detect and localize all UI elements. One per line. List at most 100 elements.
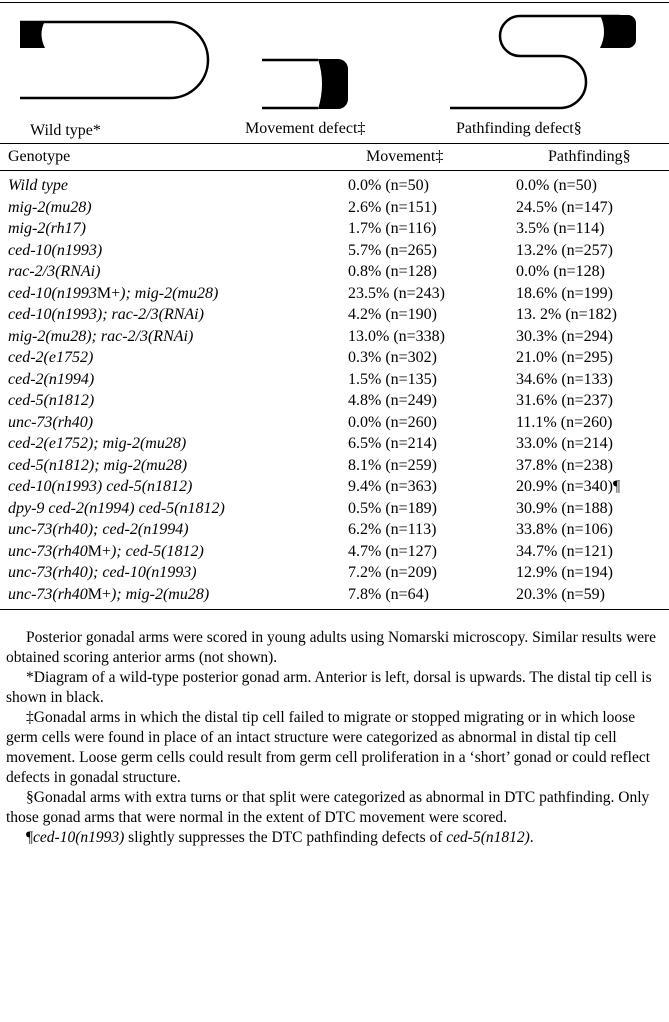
genotype: ced-2(e1752) [8, 349, 93, 367]
genotype: ced-10(n1993) [8, 242, 102, 260]
table-row: ced-2(e1752); mig-2(mu28) 6.5% (n=214) 33.… [0, 435, 669, 456]
footnotes: Posterior gonadal arms were scored in yo… [6, 628, 664, 848]
movement-value: 6.5% (n=214) [348, 435, 438, 452]
footnote: Posterior gonadal arms were scored in yo… [6, 628, 664, 668]
pathfinding-value: 33.0% (n=214) [516, 435, 614, 452]
genotype-part: M+ [87, 585, 111, 603]
table-row: unc-73(rh40M+); ced-5(1812) 4.7% (n=127) 3… [0, 543, 669, 564]
genotype: unc-73(rh40M+); mig-2(mu28) [8, 586, 209, 604]
pathfinding-value: 18.6% (n=199) [516, 284, 614, 302]
pathfinding-value: 34.7% (n=121) [516, 542, 614, 560]
rule [0, 143, 669, 144]
genotype: rac-2/3(RNAi) [8, 263, 100, 281]
genotype: ced-10(n1993M+); mig-2(mu28) [8, 285, 218, 303]
genotype-part: ); ced-5(1812) [110, 542, 204, 560]
genotype-part: ); mig-2(mu28) [120, 284, 219, 302]
footnote: ‡Gonadal arms in which the distal tip ce… [6, 708, 664, 788]
pathfinding-value: 30.9% (n=188) [516, 499, 614, 517]
table-row: unc-73(rh40); ced-10(n1993) 7.2% (n=209) 1… [0, 564, 669, 585]
movement-value: 7.2% (n=209) [348, 564, 438, 581]
pathfinding-value: 34.6% (n=133) [516, 370, 614, 388]
table-row: Wild type 0.0% (n=50) 0.0% (n=50) [0, 177, 669, 198]
pathfinding-value: 30.3% (n=294) [516, 327, 614, 345]
table-row: ced-5(n1812); mig-2(mu28) 8.1% (n=259) 37.… [0, 457, 669, 478]
table-row: dpy-9 ced-2(n1994) ced-5(n1812) 0.5% (n=1… [0, 500, 669, 521]
table-row: ced-5(n1812) 4.8% (n=249) 31.6% (n=237) [0, 392, 669, 413]
pathfinding-value: 0.0% (n=128) [516, 263, 606, 280]
diagram-label: Wild type* [30, 122, 101, 139]
pathfinding-gonad [450, 14, 620, 110]
diagram-label: Pathfinding defect§ [456, 120, 582, 137]
footnote-text: . [529, 829, 534, 846]
footnote-text: ‡Gonadal arms in which the distal tip ce… [6, 709, 651, 786]
genotype: ced-10(n1993); rac-2/3(RNAi) [8, 306, 204, 324]
genotype-part: unc-73(rh40); ced-10(n1993) [8, 564, 197, 581]
table-row: ced-2(n1994) 1.5% (n=135) 34.6% (n=133) [0, 371, 669, 392]
genotype-part: unc-73(rh40 [8, 542, 88, 560]
genotype: Wild type [8, 177, 68, 195]
genotype-part: ced-10(n1993) ced-5(n1812) [8, 478, 193, 495]
genotype-part: M+ [87, 542, 111, 560]
genotype-part: M+ [96, 284, 121, 302]
movement-value: 13.0% (n=338) [348, 327, 446, 345]
table-row: ced-10(n1993) 5.7% (n=265) 13.2% (n=257) [0, 242, 669, 263]
genotype: unc-73(rh40); ced-2(n1994) [8, 521, 189, 539]
pathfinding-value: 20.3% (n=59) [516, 585, 606, 603]
movement-value: 0.0% (n=260) [348, 413, 438, 431]
movement-value: 4.7% (n=127) [348, 542, 438, 560]
genotype-part: ced-10(n1993 [8, 284, 97, 302]
pathfinding-value: 11.1% (n=260) [516, 413, 613, 431]
genotype: ced-10(n1993) ced-5(n1812) [8, 478, 192, 496]
movement-value: 2.6% (n=151) [348, 198, 438, 216]
movement-value: 23.5% (n=243) [348, 284, 446, 302]
wild-type-gonad [20, 20, 210, 100]
genotype: mig-2(rh17) [8, 220, 86, 238]
footnote-text: ced-5(n1812) [446, 829, 530, 846]
footnote-text: Posterior gonadal arms were scored in yo… [6, 629, 657, 666]
pathfinding-value: 31.6% (n=237) [516, 392, 614, 409]
genotype-part: ); mig-2(mu28) [110, 585, 210, 603]
table-row: unc-73(rh40); ced-2(n1994) 6.2% (n=113) 33… [0, 521, 669, 542]
pathfinding-value: 12.9% (n=194) [516, 564, 614, 581]
footnote-text: ¶ [26, 829, 34, 846]
table-row: unc-73(rh40) 0.0% (n=260) 11.1% (n=260) [0, 414, 669, 435]
footnote: ¶ced-10(n1993) slightly suppresses the D… [6, 828, 664, 848]
genotype-part: mig-2(mu28) [8, 198, 92, 216]
pathfinding-value: 13.2% (n=257) [516, 241, 614, 259]
column-header: Genotype [8, 148, 71, 165]
dtc-cell [600, 15, 636, 48]
table-row: mig-2(mu28) 2.6% (n=151) 24.5% (n=147) [0, 199, 669, 220]
dtc-cell [20, 21, 45, 48]
genotype: ced-2(e1752); mig-2(mu28) [8, 435, 186, 453]
table-row: mig-2(rh17) 1.7% (n=116) 3.5% (n=114) [0, 220, 669, 241]
pathfinding-value: 3.5% (n=114) [516, 220, 605, 237]
movement-value: 4.8% (n=249) [348, 392, 438, 409]
genotype-part: ced-2(e1752) [8, 349, 94, 366]
genotype-part: unc-73(rh40 [8, 585, 88, 603]
genotype: unc-73(rh40) [8, 414, 93, 432]
table-row: unc-73(rh40M+); mig-2(mu28) 7.8% (n=64) 20… [0, 586, 669, 607]
footnote-text: slightly suppresses the DTC pathfinding … [124, 829, 447, 846]
dtc-cell [318, 59, 348, 109]
table-header: Genotype Movement‡ Pathfinding§ [0, 148, 669, 169]
movement-value: 7.8% (n=64) [348, 585, 430, 603]
footnote: *Diagram of a wild-type posterior gonad … [6, 668, 664, 708]
table-row: ced-2(e1752) 0.3% (n=302) 21.0% (n=295) [0, 349, 669, 370]
gonad-diagrams [20, 14, 636, 110]
genotype-part: unc-73(rh40) [8, 413, 94, 431]
genotype-part: ced-5(n1812) [8, 392, 95, 409]
pathfinding-value: 24.5% (n=147) [516, 198, 614, 216]
pathfinding-value: 37.8% (n=238) [516, 456, 614, 474]
genotype-part: ced-10(n1993); rac-2/3(RNAi) [8, 306, 204, 323]
rule [0, 170, 669, 171]
footnote-text: §Gonadal arms with extra turns or that s… [6, 789, 650, 826]
table-row: rac-2/3(RNAi) 0.8% (n=128) 0.0% (n=128) [0, 263, 669, 284]
movement-value: 8.1% (n=259) [348, 456, 438, 474]
pathfinding-value: 21.0% (n=295) [516, 349, 614, 366]
footnote-text: ced-10(n1993) [33, 829, 125, 846]
genotype-part: ced-2(n1994) [8, 370, 95, 388]
genotype-part: dpy-9 ced-2(n1994) ced-5(n1812) [8, 499, 225, 517]
genotype-part: ced-5(n1812); mig-2(mu28) [8, 456, 188, 474]
genotype: ced-5(n1812) [8, 392, 94, 410]
